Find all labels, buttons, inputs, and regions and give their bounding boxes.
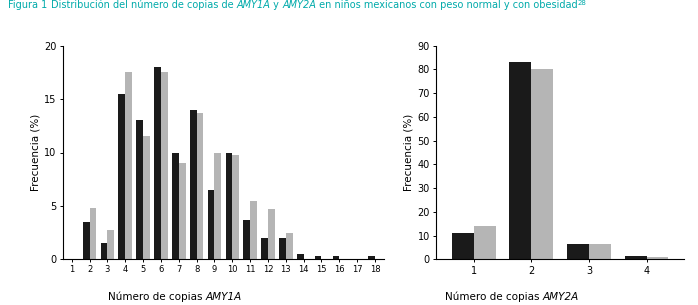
Bar <box>244 220 250 259</box>
Bar <box>125 73 132 259</box>
Text: en niños mexicanos con peso normal y con obesidad: en niños mexicanos con peso normal y con… <box>316 0 578 10</box>
Text: AMY2A: AMY2A <box>542 292 579 302</box>
Y-axis label: Frecuencia (%): Frecuencia (%) <box>30 114 40 191</box>
Bar <box>119 94 125 259</box>
Bar <box>232 155 239 259</box>
Bar <box>531 70 554 259</box>
Bar <box>474 226 496 259</box>
Bar <box>101 243 107 259</box>
Bar <box>161 73 168 259</box>
Text: 28: 28 <box>578 0 587 5</box>
Text: Figura 1: Figura 1 <box>8 0 51 10</box>
Text: y: y <box>270 0 283 10</box>
Bar <box>297 254 304 259</box>
Bar <box>143 137 150 259</box>
Bar <box>179 163 186 259</box>
Bar <box>250 201 257 259</box>
Bar <box>369 256 375 259</box>
Bar <box>197 113 203 259</box>
Bar <box>136 120 143 259</box>
Bar <box>268 209 275 259</box>
Bar <box>279 238 285 259</box>
Bar <box>89 208 96 259</box>
Bar <box>261 238 268 259</box>
Bar <box>172 152 179 259</box>
Bar <box>332 256 339 259</box>
Bar <box>285 232 292 259</box>
Text: AMY2A: AMY2A <box>283 0 316 10</box>
Text: AMY1A: AMY1A <box>237 0 270 10</box>
Bar <box>225 152 232 259</box>
Text: AMY1A: AMY1A <box>206 292 242 302</box>
Bar <box>589 244 611 259</box>
Bar <box>190 110 197 259</box>
Bar <box>83 222 89 259</box>
Y-axis label: Frecuencia (%): Frecuencia (%) <box>403 114 413 191</box>
Bar <box>208 190 214 259</box>
Bar <box>452 233 474 259</box>
Bar <box>567 244 589 259</box>
Bar <box>107 231 114 259</box>
Bar <box>315 256 322 259</box>
Text: Número de copias: Número de copias <box>108 292 206 302</box>
Bar <box>510 62 531 259</box>
Text: Número de copias: Número de copias <box>445 292 542 302</box>
Bar <box>154 67 161 259</box>
Bar <box>625 256 646 259</box>
Bar <box>214 152 221 259</box>
Text: Distribución del número de copias de: Distribución del número de copias de <box>51 0 237 10</box>
Bar <box>646 257 669 259</box>
